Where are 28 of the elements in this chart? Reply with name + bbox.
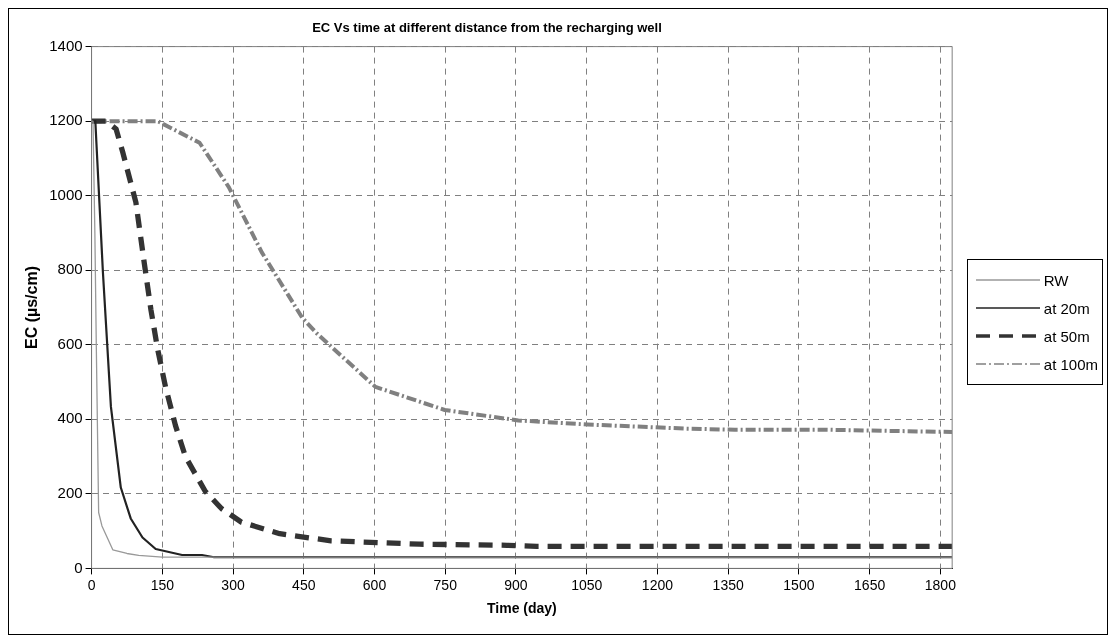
y-tick-label: 1200: [49, 111, 83, 129]
x-tick-label: 0: [87, 576, 96, 593]
legend-label: at 100m: [1043, 355, 1098, 373]
y-tick-label: 1000: [49, 185, 83, 203]
legend-label: RW: [1043, 271, 1069, 289]
y-tick-label: 1400: [49, 36, 83, 54]
x-tick-label: 1800: [924, 576, 957, 593]
x-tick-label: 150: [150, 576, 175, 593]
chart-title: EC Vs time at different distance from the recharging well: [312, 20, 662, 36]
x-tick-label: 600: [362, 576, 387, 593]
x-axis-title: Time (day): [486, 600, 557, 617]
y-tick-label: 0: [74, 558, 83, 576]
x-tick-label: 1200: [641, 576, 674, 593]
x-tick-label: 1050: [571, 576, 603, 593]
x-tick-label: 1350: [712, 576, 744, 593]
y-tick-label: 400: [57, 409, 83, 427]
legend-label: at 50m: [1043, 327, 1090, 345]
x-tick-label: 750: [433, 576, 458, 593]
legend-label: at 20m: [1043, 299, 1090, 317]
y-axis-title: EC (µs/cm): [23, 265, 41, 350]
x-tick-label: 300: [221, 576, 245, 593]
y-tick-label: 800: [57, 260, 83, 278]
y-tick-label: 600: [57, 334, 83, 352]
x-tick-label: 1500: [783, 576, 815, 593]
x-tick-label: 1650: [854, 576, 886, 593]
y-tick-label: 200: [57, 484, 83, 501]
x-tick-label: 900: [504, 576, 528, 593]
x-tick-label: 450: [292, 576, 316, 593]
